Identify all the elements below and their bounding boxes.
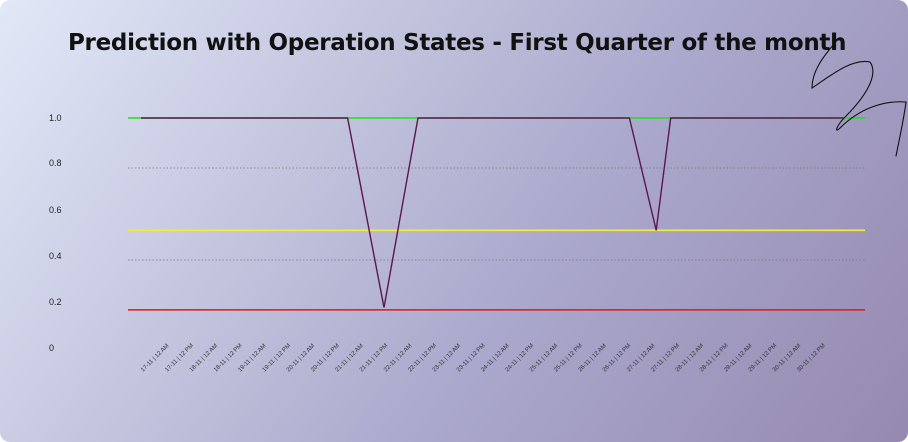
series-line-0	[141, 117, 844, 308]
y-tick-label: 0.8	[49, 158, 62, 168]
y-tick-label: 0.6	[49, 205, 62, 215]
scribble-annotation	[811, 43, 907, 157]
y-tick-label: 0	[49, 343, 54, 353]
y-tick-label: 1.0	[49, 113, 62, 123]
y-tick-label: 0.4	[49, 251, 62, 261]
y-tick-label: 0.2	[49, 297, 62, 307]
chart-title: Prediction with Operation States - First…	[68, 30, 847, 56]
